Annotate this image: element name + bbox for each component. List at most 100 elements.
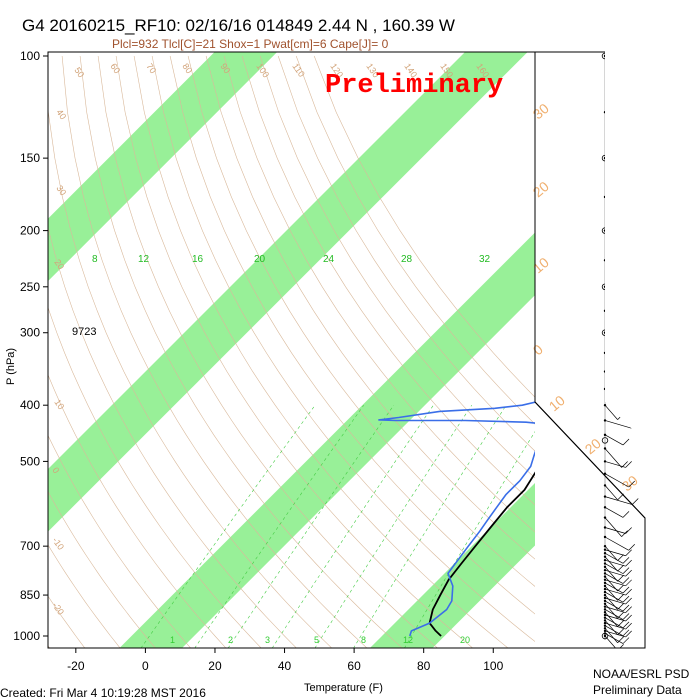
dry-adiabat-label: 10 <box>52 397 66 411</box>
wind-barb <box>604 600 624 612</box>
wind-barb-flag <box>617 636 624 643</box>
wind-barb <box>604 594 618 610</box>
wind-barb-flag <box>628 267 636 274</box>
isotherm-bands <box>48 52 535 648</box>
mixing-label-top: 16 <box>192 254 204 265</box>
wind-level-marker <box>601 632 609 640</box>
wind-barb-flag <box>622 161 630 169</box>
wind-barb <box>604 230 626 237</box>
wind-barb-flag <box>622 336 630 344</box>
wind-barb <box>604 496 633 505</box>
wind-dot <box>603 387 607 391</box>
mixing-label-bottom: 3 <box>265 635 270 645</box>
dry-adiabat-line <box>259 55 535 479</box>
x-tick-label: 100 <box>483 659 503 673</box>
mixing-ratio-line <box>314 405 472 648</box>
isotherm-label: 20 <box>530 178 552 200</box>
dry-adiabats <box>48 55 535 648</box>
dry-adiabat-line <box>115 55 474 648</box>
wind-barb-flag <box>617 554 624 561</box>
wind-level-marker <box>601 437 609 444</box>
mixing-label-top: 32 <box>479 254 491 265</box>
dry-adiabat-line <box>187 55 535 587</box>
wind-barb-flag <box>622 637 630 644</box>
wind-barb-flag <box>617 611 624 619</box>
wind-barb <box>604 612 618 627</box>
wind-barb-flag <box>617 294 624 302</box>
dry-adiabat-line <box>48 306 262 648</box>
wind-barb-flag <box>632 312 639 319</box>
wind-barb-flag <box>625 588 632 596</box>
mixing-label-bottom: 12 <box>403 635 413 645</box>
mixing-ratio-lines <box>140 405 535 648</box>
mixing-label-bottom: 2 <box>228 635 233 645</box>
mixing-ratio-line <box>271 405 434 648</box>
wind-barb <box>604 552 624 564</box>
wind-barb-flag <box>621 530 628 537</box>
wind-barb <box>604 556 618 572</box>
wind-barb-flag <box>617 628 624 636</box>
dry-adiabat-label: 40 <box>54 107 68 121</box>
wind-barb-flag <box>628 395 636 403</box>
dry-adiabat-line <box>48 226 297 648</box>
wind-barb <box>604 485 618 501</box>
wind-barb <box>604 566 618 582</box>
mixing-label-top: 12 <box>138 254 150 265</box>
wind-dot <box>603 370 607 373</box>
y-tick-label: 300 <box>20 326 40 340</box>
temperature-line <box>428 471 535 637</box>
wind-barb <box>604 371 626 378</box>
dry-adiabat-line <box>205 55 535 560</box>
wind-barb-flag <box>625 569 632 577</box>
wind-barb-flag <box>625 559 632 567</box>
y-tick-label: 700 <box>20 539 40 553</box>
dry-adiabat-label: 70 <box>144 61 158 75</box>
dry-adiabat-line <box>295 55 535 425</box>
dry-adiabat-label: 20 <box>52 257 66 271</box>
mixing-label-bottom: 5 <box>314 635 319 645</box>
wind-barb <box>604 448 622 468</box>
dry-adiabat-line <box>223 55 535 533</box>
wind-barb <box>604 157 624 169</box>
wind-barb <box>604 591 624 603</box>
dry-adiabat-label: 30 <box>54 183 68 197</box>
wind-barb <box>604 545 618 561</box>
wind-barb <box>604 352 622 373</box>
wind-barb-flag <box>617 575 624 582</box>
wind-dot <box>603 331 607 334</box>
wind-barb <box>604 55 618 71</box>
wind-barb-flag <box>617 413 624 420</box>
wind-barb <box>604 536 629 551</box>
credit-line-1: NOAA/ESRL PSD <box>593 667 690 681</box>
x-axis-label: Temperature (F) <box>304 682 383 694</box>
wind-barb-flag <box>617 64 624 71</box>
mixing-ratio-line <box>140 405 316 648</box>
dry-adiabat-line <box>48 490 156 648</box>
mixing-ratio-line <box>194 405 364 648</box>
chart-subtitle: Plcl=932 Tlcl[C]=21 Shox=1 Pwat[cm]=6 Ca… <box>112 37 389 51</box>
wind-barb-flag <box>628 544 636 551</box>
wind-barb-flag <box>617 644 624 648</box>
height-label: 9723 <box>72 326 96 338</box>
mixing-label-bottom: 8 <box>361 635 366 645</box>
mixing-ratio-line <box>404 431 535 648</box>
wind-barb <box>604 507 624 518</box>
mixing-label-bottom: 1 <box>170 635 175 645</box>
dewpoint-line <box>378 401 535 637</box>
mixing-ratio-line <box>353 405 507 648</box>
y-tick-label: 1000 <box>13 629 40 643</box>
y-axis-label: P (hPa) <box>5 348 17 385</box>
y-tick-label: 200 <box>20 224 40 238</box>
isotherm-band <box>48 52 528 532</box>
x-axis: -20 0 20 40 60 80 100 <box>67 648 504 673</box>
wind-barb <box>604 286 618 302</box>
mixing-ratio-labels: 8 12 16 20 24 28 321 2 3 5 8 12 20 <box>92 254 491 645</box>
wind-barb-flag <box>622 438 630 446</box>
mixing-label-bottom: 20 <box>460 635 470 645</box>
wind-barb-flag <box>632 422 639 429</box>
wind-barb <box>604 585 618 601</box>
wind-barb-column <box>601 52 639 648</box>
dry-adiabat-label: -10 <box>50 535 66 551</box>
dry-adiabat-line <box>79 55 403 648</box>
